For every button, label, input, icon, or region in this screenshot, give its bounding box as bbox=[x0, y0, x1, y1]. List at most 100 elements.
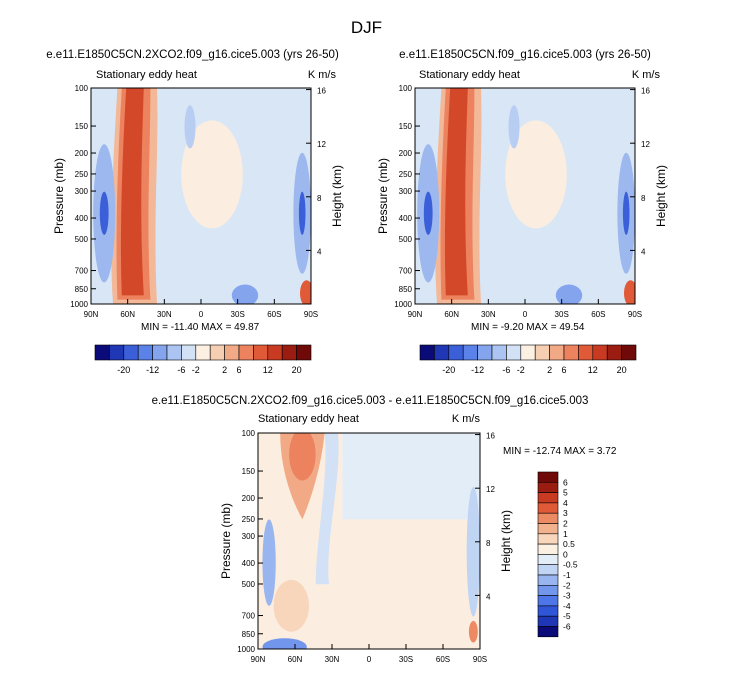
colorbar-swatch bbox=[462, 344, 478, 361]
panel3-title: e.e11.E1850C5CN.2XCO2.f09_g16.cice5.003 … bbox=[151, 395, 589, 407]
x-tick-label: 60S bbox=[436, 655, 450, 664]
colorbar-swatch bbox=[537, 502, 559, 514]
colorbar-swatch bbox=[592, 344, 608, 361]
colorbar-swatch bbox=[419, 344, 435, 361]
colorbar-label: -4 bbox=[563, 601, 571, 611]
colorbar-label: -12 bbox=[146, 365, 159, 375]
y-tick-label: 100 bbox=[399, 84, 413, 93]
colorbar-swatch bbox=[537, 543, 559, 555]
colorbar-label: 2 bbox=[563, 519, 568, 529]
y-tick-label: 500 bbox=[75, 235, 89, 244]
right-tick-label: 16 bbox=[486, 432, 495, 441]
colorbar-label: 1 bbox=[563, 529, 568, 539]
colorbar-label: 12 bbox=[263, 365, 273, 375]
y-tick-label: 250 bbox=[242, 515, 256, 524]
panel2-units: K m/s bbox=[631, 69, 660, 81]
y-tick-label: 150 bbox=[399, 122, 413, 131]
colorbar-swatch bbox=[477, 344, 493, 361]
panel2-title: e.e11.E1850C5CN.f09_g16.cice5.003 (yrs 2… bbox=[399, 49, 651, 61]
panel3-min-max: MIN = -12.74 MAX = 3.72 bbox=[503, 446, 617, 457]
positive-band-core bbox=[444, 88, 468, 296]
colorbar-swatch bbox=[537, 523, 559, 535]
colorbar-swatch bbox=[152, 344, 168, 361]
colorbar-label: 6 bbox=[236, 365, 241, 375]
right-axis-label: Height (km) bbox=[499, 510, 513, 572]
colorbar-swatch bbox=[491, 344, 507, 361]
panel3-units: K m/s bbox=[451, 413, 480, 425]
panel1-min-max: MIN = -11.40 MAX = 49.87 bbox=[141, 322, 260, 333]
x-tick-label: 90N bbox=[84, 310, 99, 319]
colorbar-swatch bbox=[537, 626, 559, 638]
x-tick-label: 0 bbox=[199, 310, 204, 319]
x-tick-label: 0 bbox=[367, 655, 372, 664]
colorbar-label: 6 bbox=[563, 477, 568, 487]
colorbar-swatch bbox=[181, 344, 197, 361]
y-tick-label: 850 bbox=[242, 630, 256, 639]
y-axis-label: Pressure (mb) bbox=[219, 503, 233, 579]
colorbar-swatch bbox=[534, 344, 550, 361]
y-tick-label: 850 bbox=[75, 285, 89, 294]
positive-core-upper bbox=[289, 433, 316, 481]
y-tick-label: 150 bbox=[75, 122, 89, 131]
y-tick-label: 400 bbox=[75, 214, 89, 223]
y-tick-label: 200 bbox=[399, 149, 413, 158]
weak-positive-patch bbox=[181, 120, 243, 229]
y-tick-label: 100 bbox=[75, 84, 89, 93]
colorbar-label: -2 bbox=[517, 365, 525, 375]
right-tick-label: 12 bbox=[641, 140, 650, 149]
right-tick-label: 16 bbox=[641, 87, 650, 96]
x-tick-label: 30S bbox=[555, 310, 569, 319]
colorbar-label: 6 bbox=[561, 365, 566, 375]
weak-positive-patch bbox=[505, 120, 567, 229]
y-tick-label: 400 bbox=[399, 214, 413, 223]
y-tick-label: 200 bbox=[242, 494, 256, 503]
colorbar-label: -3 bbox=[563, 591, 571, 601]
right-axis-label: Height (km) bbox=[330, 165, 344, 227]
colorbar-label: 0 bbox=[563, 549, 568, 559]
colorbar-label: -20 bbox=[117, 365, 130, 375]
x-tick-label: 30N bbox=[157, 310, 172, 319]
negative-lobe-east bbox=[466, 487, 480, 617]
right-tick-label: 12 bbox=[317, 140, 326, 149]
y-tick-label: 700 bbox=[75, 267, 89, 276]
colorbar-swatch bbox=[537, 595, 559, 607]
y-tick-label: 1000 bbox=[237, 645, 255, 654]
x-tick-label: 90S bbox=[304, 310, 318, 319]
colorbar-swatch bbox=[434, 344, 450, 361]
colorbar-swatch bbox=[506, 344, 522, 361]
panel1-title: e.e11.E1850C5CN.2XCO2.f09_g16.cice5.003 … bbox=[46, 49, 339, 61]
y-axis-label: Pressure (mb) bbox=[376, 158, 390, 234]
colorbar-swatch bbox=[520, 344, 536, 361]
right-tick-label: 4 bbox=[486, 592, 491, 601]
colorbar-label: 3 bbox=[563, 508, 568, 518]
colorbar-swatch bbox=[238, 344, 254, 361]
colorbar-label: -6 bbox=[563, 622, 571, 632]
x-tick-label: 60N bbox=[444, 310, 459, 319]
x-tick-label: 90N bbox=[251, 655, 266, 664]
negative-streak bbox=[315, 433, 339, 585]
colorbar-swatch bbox=[537, 554, 559, 566]
y-tick-label: 300 bbox=[242, 532, 256, 541]
y-tick-label: 850 bbox=[399, 285, 413, 294]
panel2-left-string: Stationary eddy heat bbox=[419, 69, 520, 81]
positive-band-core bbox=[120, 88, 144, 296]
positive-patch-lower bbox=[273, 579, 310, 632]
negative-lobe-west bbox=[262, 519, 276, 606]
y-tick-label: 300 bbox=[399, 187, 413, 196]
y-tick-label: 250 bbox=[399, 170, 413, 179]
colorbar-swatch bbox=[537, 482, 559, 493]
negative-lobe-surface bbox=[555, 284, 583, 304]
x-tick-label: 30N bbox=[481, 310, 496, 319]
x-tick-label: 90S bbox=[473, 655, 487, 664]
colorbar-label: 12 bbox=[588, 365, 598, 375]
colorbar-swatch bbox=[606, 344, 622, 361]
x-tick-label: 60S bbox=[267, 310, 281, 319]
colorbar-label: -1 bbox=[563, 570, 571, 580]
colorbar-label: -12 bbox=[471, 365, 484, 375]
colorbar-swatch bbox=[537, 585, 559, 596]
negative-upper-region bbox=[342, 433, 480, 520]
right-tick-label: 8 bbox=[317, 194, 322, 203]
x-tick-label: 30N bbox=[325, 655, 340, 664]
